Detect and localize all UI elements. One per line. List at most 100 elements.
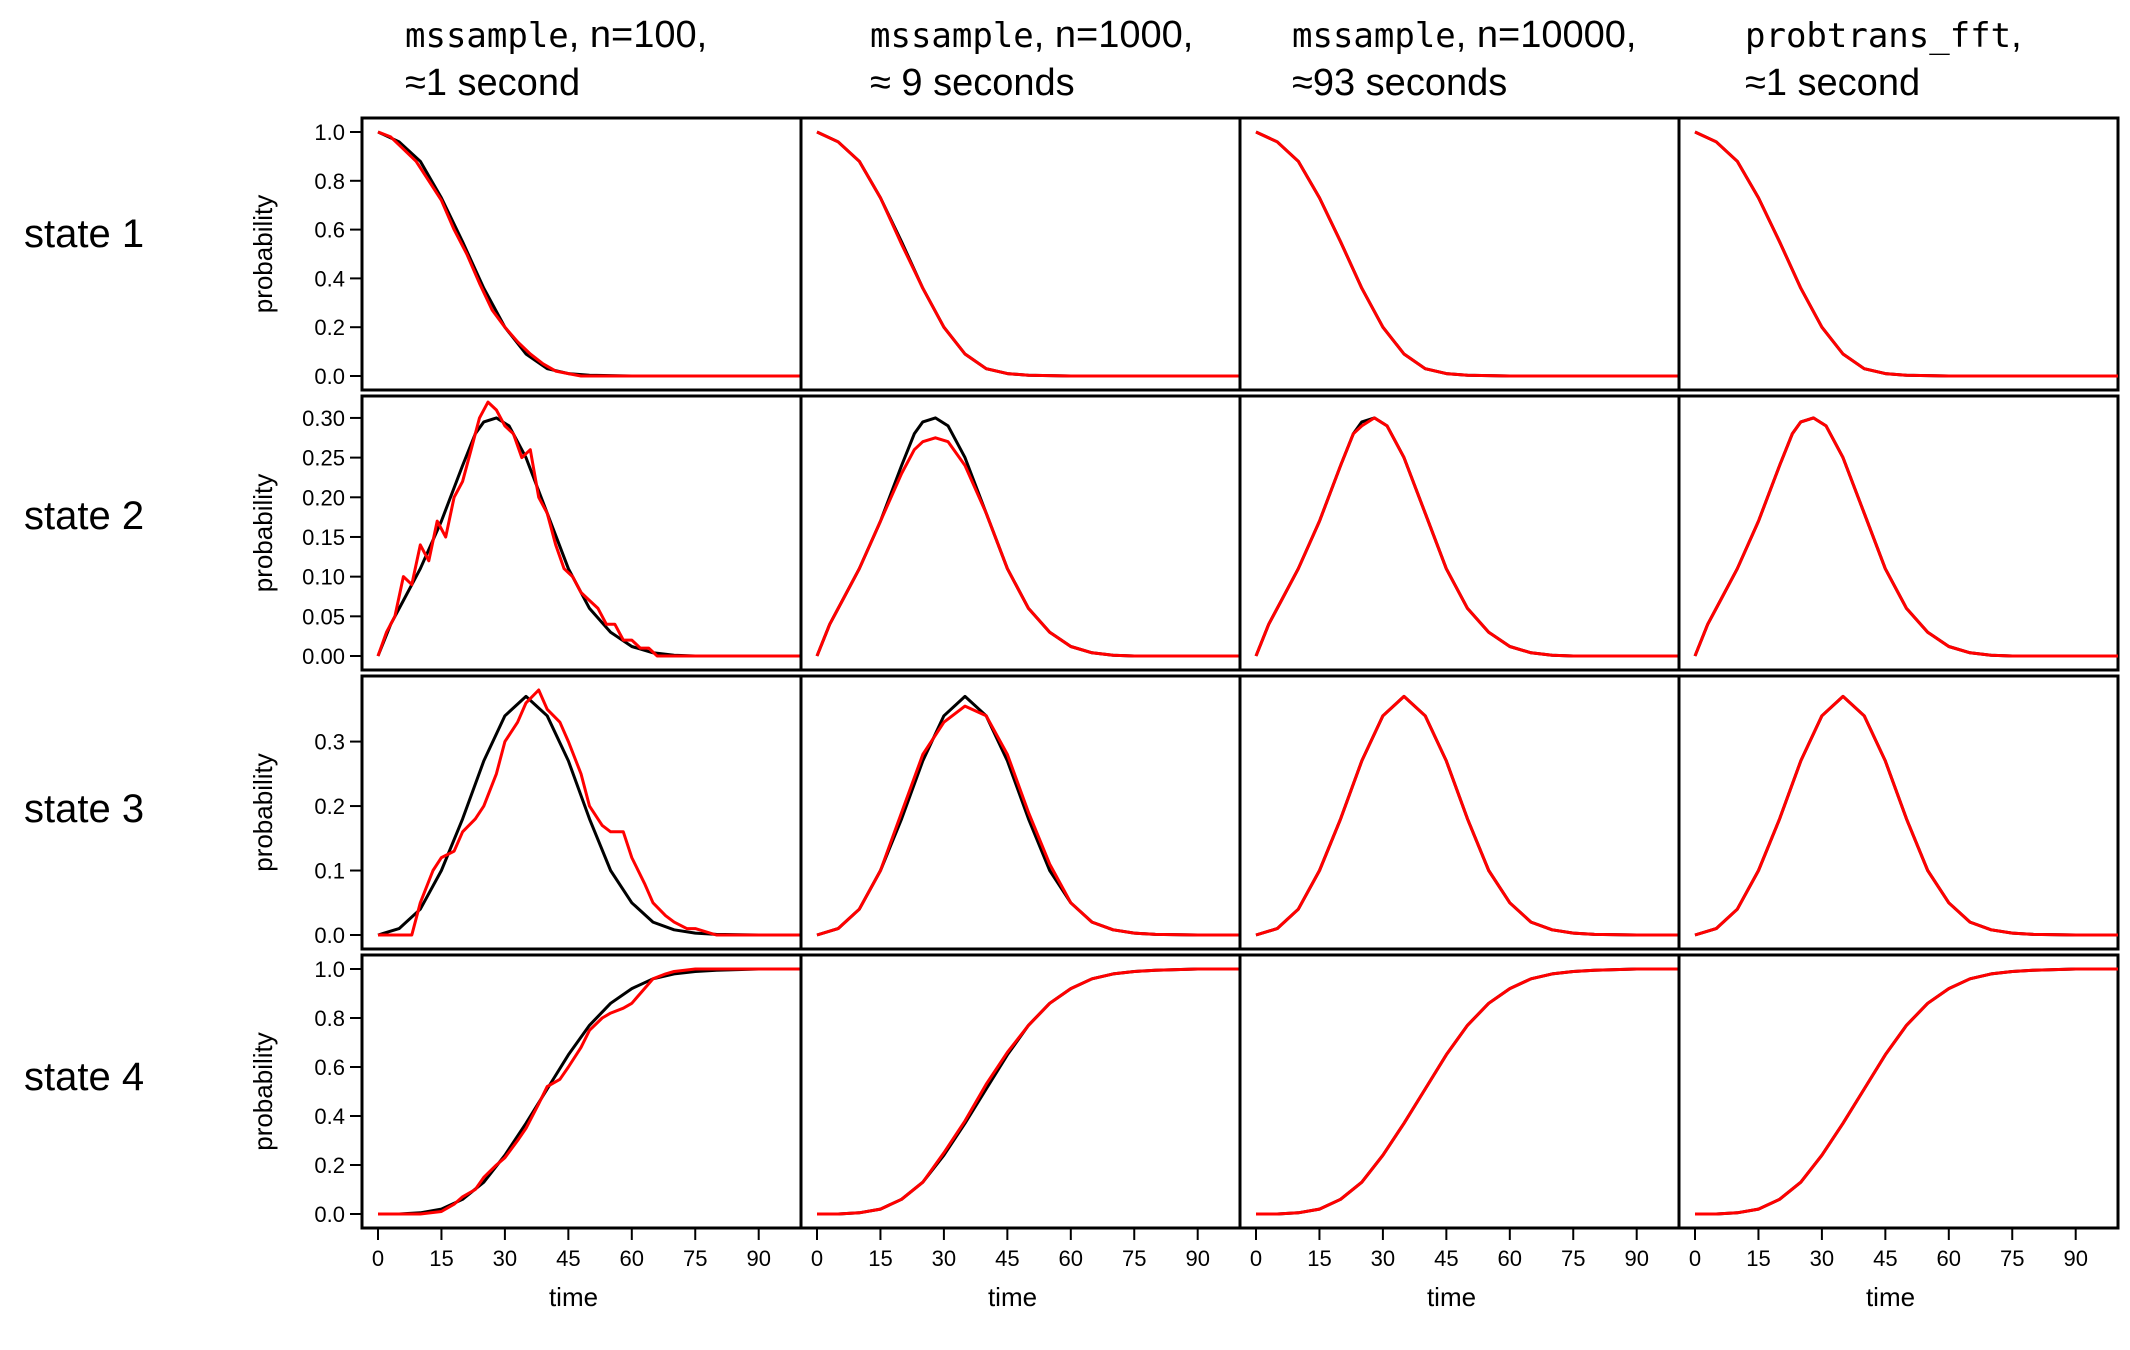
series-line-estimate: [1256, 967, 1679, 1216]
y-axis-title: probability: [248, 1032, 278, 1151]
y-tick-label: 0.05: [302, 604, 345, 629]
series-line-estimate: [378, 967, 801, 1216]
x-axis-title: time: [1427, 1282, 1476, 1312]
y-tick-label: 0.1: [314, 859, 345, 884]
y-tick-label: 0.2: [314, 315, 345, 340]
series-line-estimate: [376, 400, 801, 658]
x-tick-label: 0: [372, 1246, 384, 1271]
series-line-estimate: [815, 436, 1240, 658]
x-tick-label: 30: [1371, 1246, 1395, 1271]
x-tick-label: 0: [811, 1246, 823, 1271]
panel-frame: [799, 116, 1242, 392]
series-line-estimate: [1255, 130, 1679, 378]
row-label-state-3: state 3: [24, 787, 145, 831]
series-line-reference: [1693, 416, 2118, 658]
y-tick-label: 0.10: [302, 565, 345, 590]
x-axis-title: time: [988, 1282, 1037, 1312]
column-title-suffix: , n=100,: [568, 14, 708, 56]
series-line-reference: [1695, 967, 2118, 1216]
panel-frame: [1677, 394, 2120, 672]
y-tick-label: 0.30: [302, 406, 345, 431]
series-line-reference: [815, 416, 1240, 658]
x-tick-label: 15: [429, 1246, 453, 1271]
series-line-estimate: [377, 130, 801, 378]
y-tick-label: 0.0: [314, 923, 345, 948]
series-line-reference: [816, 130, 1240, 378]
y-tick-label: 0.6: [314, 1055, 345, 1080]
column-title-2: mssample, n=1000, ≈ 9 seconds: [870, 12, 1193, 107]
series-line-reference: [1256, 967, 1679, 1216]
panel-frame: [360, 674, 803, 951]
x-tick-label: 0: [1689, 1246, 1701, 1271]
column-title-code: mssample: [1292, 16, 1456, 56]
row-label-state-4: state 4: [24, 1055, 145, 1099]
x-tick-label: 75: [2000, 1246, 2024, 1271]
x-tick-label: 60: [1498, 1246, 1522, 1271]
column-title-suffix: , n=10000,: [1455, 14, 1637, 56]
series-line-reference: [1255, 130, 1679, 378]
column-title-code: probtrans_fft: [1745, 16, 2012, 56]
y-tick-label: 1.0: [314, 957, 345, 982]
x-tick-label: 15: [1746, 1246, 1770, 1271]
series-line-reference: [817, 967, 1240, 1216]
panel-frame: [799, 953, 1242, 1230]
row-label-state-1: state 1: [24, 212, 145, 256]
column-title-1: mssample, n=100, ≈1 second: [405, 12, 707, 107]
column-title-3: mssample, n=10000, ≈93 seconds: [1292, 12, 1636, 107]
panel-frame: [1238, 116, 1681, 392]
series-line-reference: [1254, 416, 1679, 658]
y-tick-label: 0.4: [314, 1104, 345, 1129]
series-line-estimate: [1255, 694, 1679, 937]
x-tick-label: 45: [995, 1246, 1019, 1271]
y-tick-label: 0.8: [314, 1006, 345, 1031]
panel-frame: [360, 953, 803, 1230]
x-axis-title: time: [1866, 1282, 1915, 1312]
x-tick-label: 0: [1250, 1246, 1262, 1271]
column-title-timing: ≈1 second: [1745, 62, 1921, 104]
x-tick-label: 30: [1810, 1246, 1834, 1271]
series-line-reference: [378, 967, 801, 1216]
y-tick-label: 0.6: [314, 218, 345, 243]
panel-frame: [1677, 116, 2120, 392]
y-tick-label: 0.00: [302, 644, 345, 669]
x-tick-label: 45: [1434, 1246, 1458, 1271]
row-label-state-2: state 2: [24, 494, 145, 538]
panel-frame: [799, 674, 1242, 951]
series-line-estimate: [817, 967, 1240, 1216]
series-line-reference: [377, 130, 801, 378]
x-tick-label: 60: [1937, 1246, 1961, 1271]
y-tick-label: 0.20: [302, 485, 345, 510]
x-tick-label: 30: [493, 1246, 517, 1271]
series-line-estimate: [378, 688, 801, 937]
column-title-timing: ≈93 seconds: [1292, 62, 1508, 104]
panel-frame: [1238, 953, 1681, 1230]
panel-frame: [1677, 674, 2120, 951]
y-tick-label: 0.3: [314, 730, 345, 755]
x-tick-label: 15: [1307, 1246, 1331, 1271]
y-axis-title: probability: [248, 195, 278, 314]
x-tick-label: 15: [868, 1246, 892, 1271]
column-title-timing: ≈ 9 seconds: [870, 62, 1075, 104]
x-tick-label: 75: [1561, 1246, 1585, 1271]
column-title-suffix: , n=1000,: [1033, 14, 1194, 56]
series-line-estimate: [1693, 416, 2118, 658]
y-tick-label: 0.15: [302, 525, 345, 550]
panel-frame: [1677, 953, 2120, 1230]
x-tick-label: 60: [620, 1246, 644, 1271]
series-line-estimate: [816, 130, 1240, 378]
x-tick-label: 45: [556, 1246, 580, 1271]
panel-frame: [1238, 674, 1681, 951]
panel-frame: [360, 394, 803, 672]
x-tick-label: 90: [746, 1246, 770, 1271]
column-title-suffix: ,: [2011, 14, 2022, 56]
x-tick-label: 75: [683, 1246, 707, 1271]
y-tick-label: 0.2: [314, 794, 345, 819]
column-title-timing: ≈1 second: [405, 62, 581, 104]
series-line-reference: [1694, 130, 2118, 378]
x-tick-label: 30: [932, 1246, 956, 1271]
y-tick-label: 1.0: [314, 120, 345, 145]
series-line-reference: [376, 416, 801, 658]
column-title-code: mssample: [405, 16, 569, 56]
column-title-4: probtrans_fft, ≈1 second: [1745, 12, 2022, 107]
